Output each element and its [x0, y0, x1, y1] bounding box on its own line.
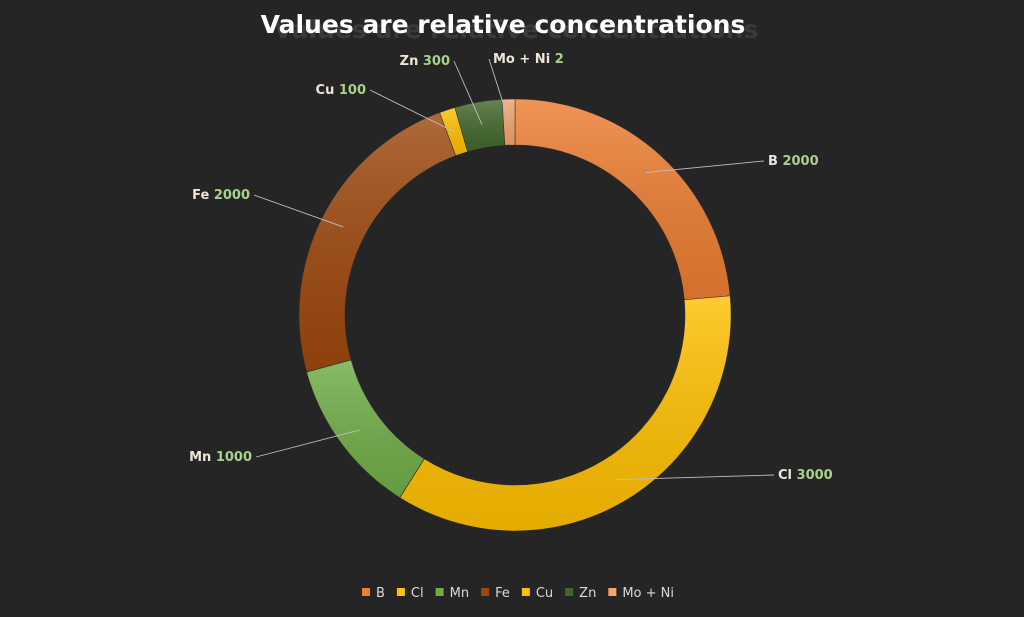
legend-label: Zn: [579, 586, 596, 601]
legend-swatch: [396, 588, 405, 596]
leader-line-cl: [615, 474, 775, 481]
legend-swatch: [435, 588, 444, 596]
data-label-mn: Mn 1000: [189, 450, 252, 465]
legend-item-cl: Cl: [396, 586, 424, 601]
data-label-zn: Zn 300: [400, 54, 450, 69]
slice-fe: [298, 112, 457, 373]
leader-line-cu: [369, 89, 455, 133]
doughnut-slices: [298, 98, 732, 532]
legend-swatch: [521, 588, 530, 596]
legend-item-cu: Cu: [521, 586, 553, 601]
legend-label: Fe: [495, 586, 510, 601]
chart-title: Values are relative concentrations: [261, 10, 746, 39]
legend-label: Cl: [411, 586, 424, 601]
leader-line-mo-ni: [488, 58, 510, 123]
data-label-fe: Fe 2000: [192, 188, 250, 203]
leader-line-mn: [255, 429, 361, 458]
legend-label: Mn: [450, 586, 469, 601]
legend-swatch: [565, 588, 574, 596]
legend-label: B: [376, 586, 385, 601]
data-label-mo-ni: Mo + Ni 2: [493, 52, 564, 67]
legend-item-mn: Mn: [435, 586, 469, 601]
legend-item-mo-ni: Mo + Ni: [608, 586, 674, 601]
data-label-cu: Cu 100: [316, 83, 366, 98]
leader-line-b: [645, 160, 765, 174]
legend-swatch: [481, 588, 490, 596]
legend-label: Mo + Ni: [622, 586, 674, 601]
chart-title-shadow: Values are relative concentrations: [274, 15, 759, 44]
chart-legend: B Cl Mn Fe Cu Zn Mo + Ni: [361, 586, 674, 601]
data-label-b: B 2000: [768, 154, 819, 169]
data-label-cl: Cl 3000: [778, 468, 833, 483]
slice-zn: [454, 99, 506, 153]
legend-swatch: [361, 588, 370, 596]
legend-swatch: [608, 588, 617, 596]
legend-item-zn: Zn: [565, 586, 596, 601]
slice-cl: [399, 295, 732, 532]
legend-label: Cu: [536, 586, 553, 601]
leader-line-zn: [453, 60, 483, 126]
slice-b: [514, 98, 731, 301]
legend-item-fe: Fe: [481, 586, 510, 601]
data-labels: B 2000 Cl 3000 Mn 1000 Fe 2000 Cu 100 Zn 300 M…: [189, 52, 833, 483]
legend-item-b: B: [361, 586, 385, 601]
leader-line-fe: [253, 194, 344, 228]
slice-mn: [306, 359, 425, 499]
